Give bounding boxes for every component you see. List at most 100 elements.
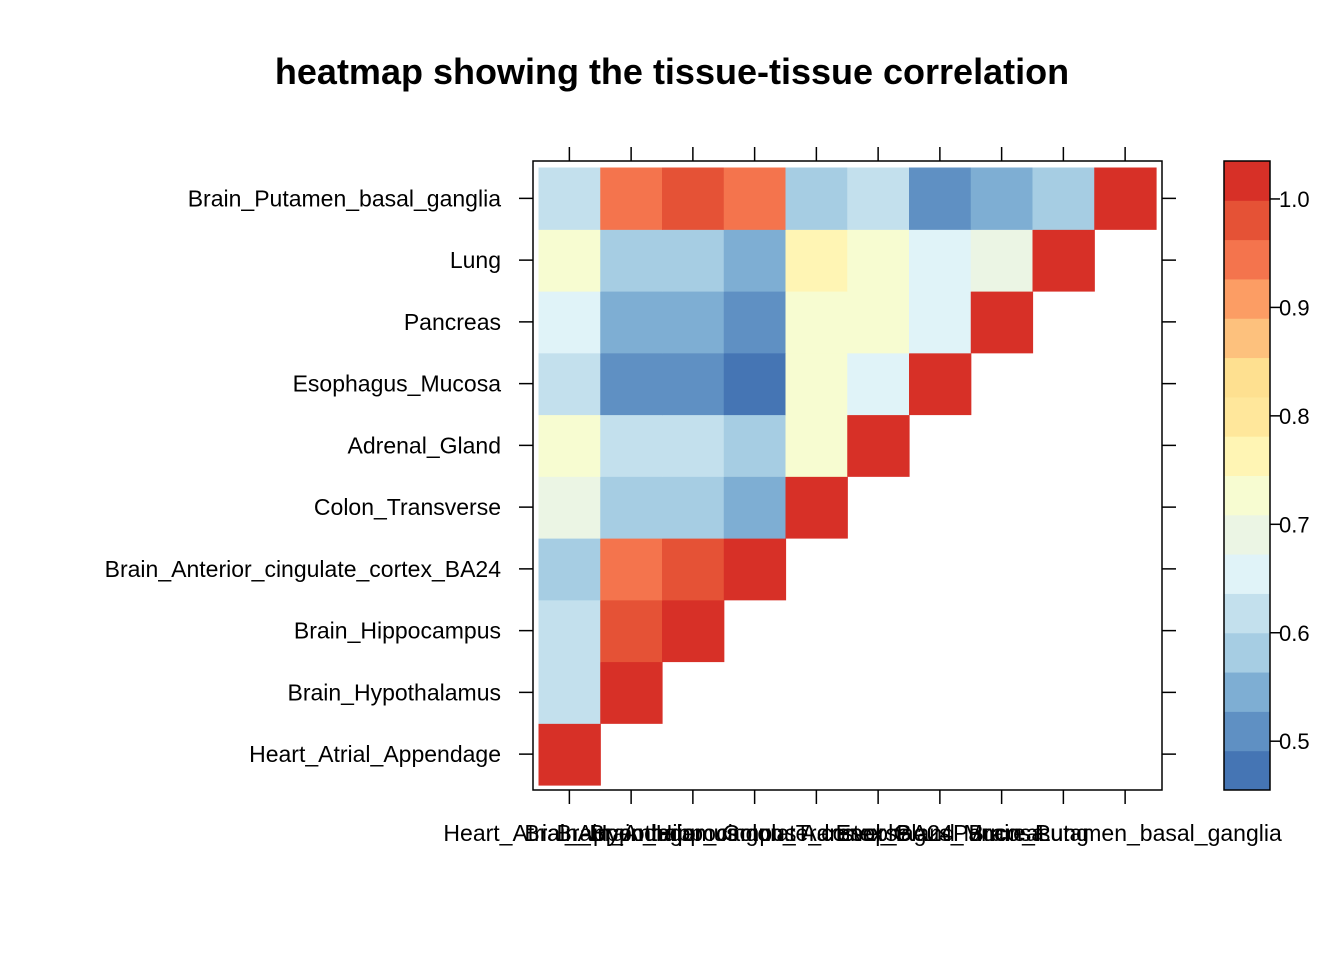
heatmap-cell — [909, 167, 972, 230]
colorbar-frame — [1223, 160, 1271, 791]
x-tick-label: Pancreas — [953, 820, 1050, 846]
axis-ticks — [519, 147, 1176, 804]
heatmap-cell — [538, 661, 601, 724]
heatmap-cell — [723, 414, 787, 477]
heatmap-cell — [600, 538, 663, 601]
heatmap-cell — [600, 352, 663, 416]
colorbar-segment — [1224, 396, 1270, 437]
heatmap-cell — [662, 291, 725, 354]
colorbar-segment — [1224, 750, 1270, 791]
heatmap-cell — [662, 352, 725, 416]
heatmap-cell — [538, 538, 601, 601]
y-axis-labels: Heart_Atrial_Appendage Brain_Hypothalamus… — [105, 185, 502, 767]
heatmap-cell — [538, 414, 601, 477]
heatmap-cell — [785, 352, 848, 416]
colorbar-segment — [1224, 632, 1270, 673]
heatmap-cell — [538, 352, 601, 416]
colorbar-segment — [1224, 554, 1270, 594]
heatmap-cell — [538, 167, 601, 230]
heatmap-cell — [909, 229, 972, 292]
heatmap-cell — [847, 167, 910, 230]
y-tick-label: Colon_Transverse — [314, 494, 501, 520]
heatmap-cell — [723, 352, 787, 416]
colorbar-segment — [1224, 278, 1270, 319]
heatmap-cells — [538, 167, 1157, 786]
heatmap-cell — [538, 291, 601, 354]
heatmap-cell — [723, 538, 787, 601]
y-tick-label: Brain_Putamen_basal_ganglia — [188, 185, 501, 211]
heatmap-cell — [847, 414, 910, 477]
colorbar-segment — [1224, 514, 1270, 555]
heatmap-cell — [723, 229, 787, 292]
colorbar-segment — [1224, 593, 1270, 634]
colorbar-tick-label: 0.8 — [1279, 404, 1310, 429]
heatmap-cell — [847, 229, 910, 292]
y-tick-label: Brain_Anterior_cingulate_cortex_BA24 — [105, 556, 502, 582]
heatmap-cell — [662, 599, 725, 663]
colorbar: 0.5 0.6 0.7 0.8 0.9 1.0 — [1223, 160, 1310, 791]
colorbar-segment — [1224, 318, 1270, 359]
colorbar-segment — [1224, 161, 1270, 201]
chart-title: heatmap showing the tissue-tissue correl… — [275, 51, 1069, 92]
x-tick-label: Brain_Putamen_basal_ganglia — [968, 820, 1281, 846]
x-tick-label: Adrenal_Gland — [801, 820, 954, 846]
heatmap-cell — [662, 476, 725, 539]
heatmap-cell — [600, 291, 663, 354]
x-tick-label: Brain_Anterior_cingulate_cortex_BA24 — [556, 820, 953, 846]
y-tick-label: Adrenal_Gland — [348, 432, 501, 458]
heatmap-cell — [847, 352, 910, 416]
heatmap-cell — [600, 661, 663, 724]
heatmap-cell — [662, 414, 725, 477]
colorbar-tick-label: 0.6 — [1279, 621, 1310, 646]
heatmap-cell — [600, 229, 663, 292]
heatmap-cell — [909, 291, 972, 354]
heatmap-cell — [785, 291, 848, 354]
heatmap-cell — [723, 167, 787, 230]
heatmap-cell — [600, 414, 663, 477]
colorbar-segment — [1224, 711, 1270, 752]
heatmap-cell — [970, 291, 1034, 354]
heatmap-cell — [1032, 167, 1095, 230]
colorbar-segment — [1224, 475, 1270, 516]
x-axis-labels: Heart_Atrial_AppendageBrain_Hypothalamus… — [443, 820, 1282, 846]
heatmap-cell — [785, 229, 848, 292]
colorbar-tick-label: 0.7 — [1279, 512, 1310, 537]
heatmap-cell — [970, 229, 1034, 292]
heatmap-cell — [662, 167, 725, 230]
colorbar-segment — [1224, 239, 1270, 280]
heatmap-cell — [538, 476, 601, 539]
colorbar-tick-label: 1.0 — [1279, 187, 1310, 212]
heatmap-cell — [662, 538, 725, 601]
colorbar-segment — [1224, 200, 1270, 241]
y-tick-label: Heart_Atrial_Appendage — [249, 741, 501, 767]
x-tick-label: Heart_Atrial_Appendage — [443, 820, 695, 846]
heatmap-cell — [662, 229, 725, 292]
heatmap-cell — [909, 352, 972, 416]
heatmap-cell — [723, 291, 787, 354]
x-tick-label: Esophagus_Mucosa — [836, 820, 1045, 846]
y-tick-label: Brain_Hypothalamus — [287, 679, 501, 705]
colorbar-tick-label: 0.9 — [1279, 295, 1310, 320]
x-tick-label: Lung — [1038, 820, 1089, 846]
heatmap-cell — [600, 599, 663, 663]
heatmap-cell — [538, 599, 601, 663]
heatmap-cell — [723, 476, 787, 539]
heatmap-cell — [785, 414, 848, 477]
colorbar-tick-label: 0.5 — [1279, 729, 1310, 754]
heatmap-cell — [538, 723, 601, 786]
colorbar-segment — [1224, 436, 1270, 476]
colorbar-segment — [1224, 672, 1270, 712]
heatmap-cell — [1032, 229, 1095, 292]
heatmap-cell — [1094, 167, 1157, 230]
x-tick-label: Brain_Hippocampus — [589, 820, 796, 846]
y-tick-label: Esophagus_Mucosa — [293, 371, 502, 397]
y-tick-label: Lung — [450, 247, 501, 273]
y-tick-label: Brain_Hippocampus — [294, 618, 501, 644]
heatmap-cell — [538, 229, 601, 292]
x-tick-label: Brain_Hypothalamus — [524, 820, 738, 846]
plot-frame — [532, 160, 1163, 791]
colorbar-segment — [1224, 357, 1270, 398]
x-tick-label: Colon_Transverse — [723, 820, 910, 846]
